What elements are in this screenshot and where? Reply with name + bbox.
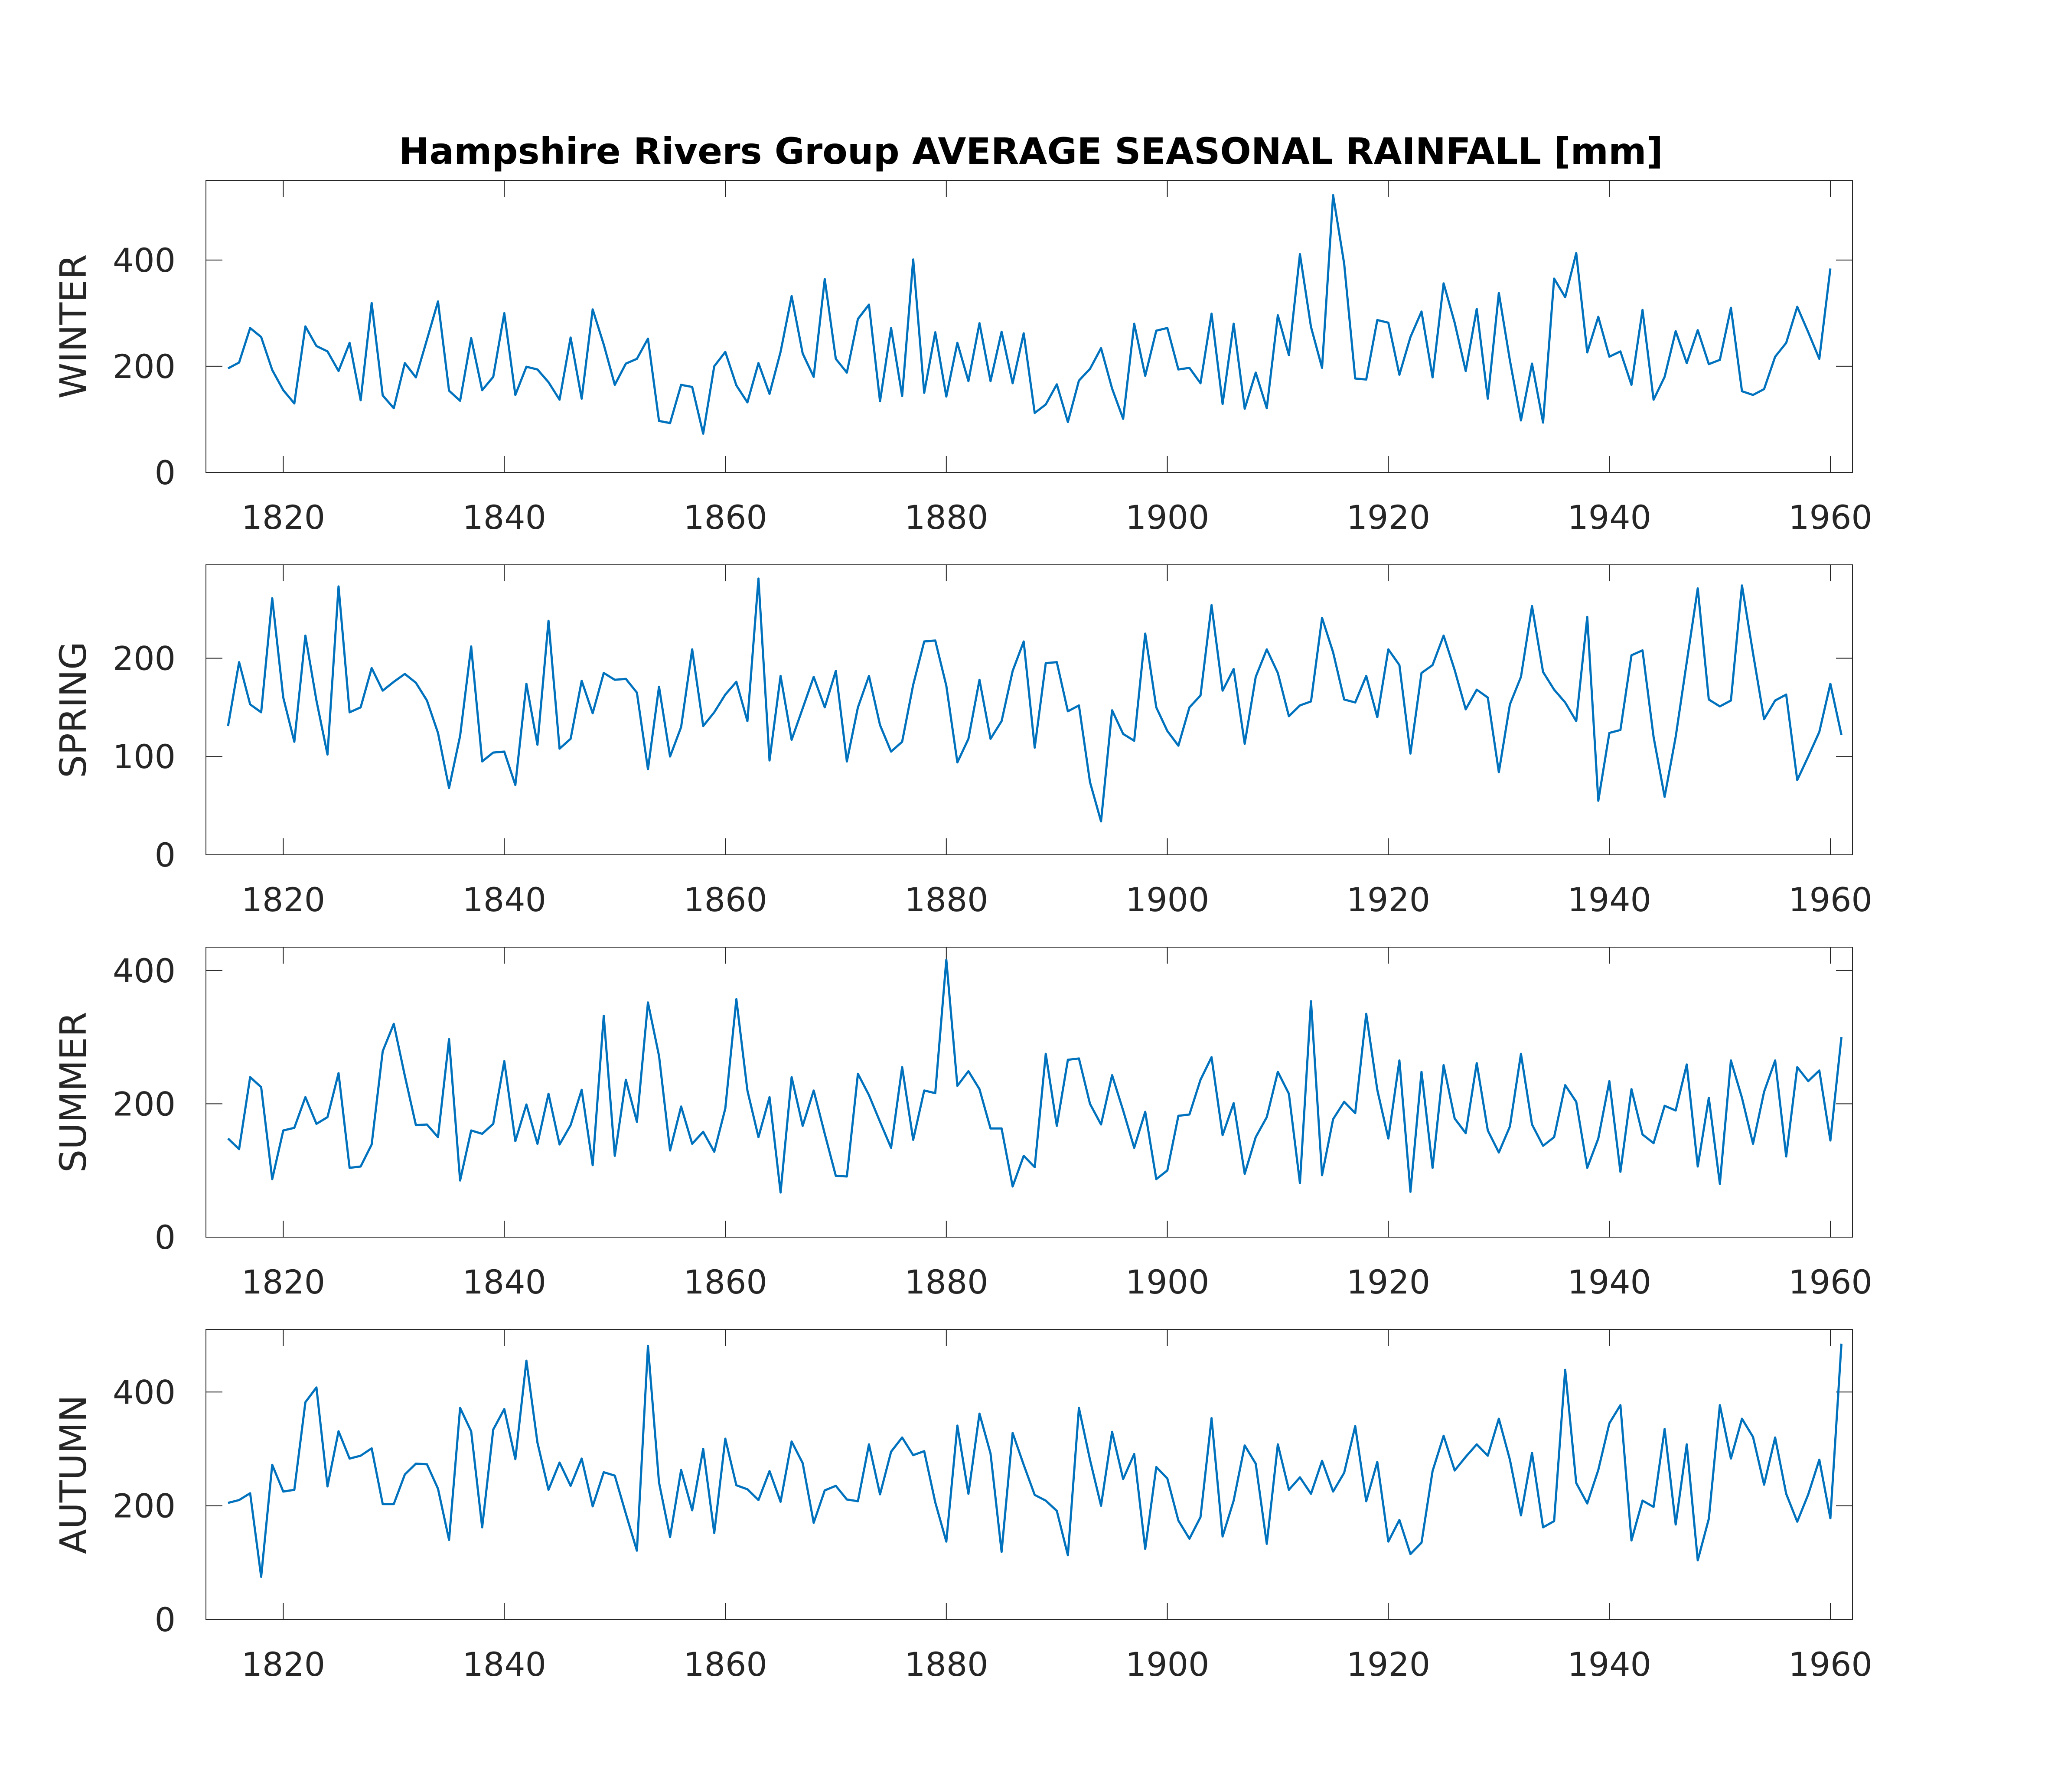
subplot-winter: 1820 1840 1860 1880 1900 1920 1940 1960 0 200 400 W… <box>52 180 1872 537</box>
y-tick-label: 400 <box>113 241 176 280</box>
x-tick-label: 1960 <box>1788 498 1872 537</box>
y-tick-label: 200 <box>113 347 176 386</box>
x-tick-label: 1900 <box>1125 1645 1209 1684</box>
x-tick-label: 1820 <box>241 880 325 919</box>
x-tick-label: 1880 <box>904 880 988 919</box>
x-tick-label: 1900 <box>1125 1263 1209 1301</box>
axes-box <box>205 947 1853 1238</box>
x-tick-label: 1860 <box>683 880 767 919</box>
x-tick-label: 1960 <box>1788 1645 1872 1684</box>
y-tick-label: 200 <box>113 1487 176 1525</box>
x-tick-label: 1900 <box>1125 880 1209 919</box>
x-tick-label: 1820 <box>241 1263 325 1301</box>
x-tick-label: 1920 <box>1347 498 1430 537</box>
y-axis-label: SPRING <box>52 642 95 778</box>
x-tick-label: 1920 <box>1347 1263 1430 1301</box>
x-tick-label: 1840 <box>463 1263 546 1301</box>
x-tick-label: 1940 <box>1568 1645 1651 1684</box>
x-tick-label: 1940 <box>1568 880 1651 919</box>
y-tick-label: 0 <box>155 836 176 874</box>
y-tick-label: 0 <box>155 1600 176 1639</box>
x-tick-label: 1940 <box>1568 1263 1651 1301</box>
y-tick-label: 0 <box>155 1218 176 1257</box>
series-line-spring <box>227 577 1843 823</box>
axes-box <box>205 1329 1853 1620</box>
x-tick-label: 1920 <box>1347 1645 1430 1684</box>
x-tick-label: 1960 <box>1788 880 1872 919</box>
y-axis-label: AUTUMN <box>52 1395 95 1554</box>
x-tick-label: 1840 <box>463 498 546 537</box>
y-tick-label: 200 <box>113 1085 176 1123</box>
y-tick-label: 100 <box>113 737 176 776</box>
x-tick-label: 1860 <box>683 498 767 537</box>
y-axis-label: WINTER <box>52 254 95 398</box>
figure-title: Hampshire Rivers Group AVERAGE SEASONAL … <box>399 130 1663 173</box>
x-tick-label: 1940 <box>1568 498 1651 537</box>
x-tick-label: 1840 <box>463 1645 546 1684</box>
subplot-panels: 1820 1840 1860 1880 1900 1920 1940 1960 0 200 400 W… <box>52 180 1872 1684</box>
x-tick-label: 1900 <box>1125 498 1209 537</box>
x-tick-label: 1880 <box>904 1263 988 1301</box>
y-tick-label: 0 <box>155 453 176 492</box>
series-line-summer <box>227 958 1843 1194</box>
x-tick-label: 1960 <box>1788 1263 1872 1301</box>
x-tick-label: 1880 <box>904 1645 988 1684</box>
y-axis-label: SUMMER <box>52 1012 95 1173</box>
y-tick-label: 400 <box>113 1373 176 1411</box>
subplot-summer: 1820 1840 1860 1880 1900 1920 1940 1960 0 200 400 S… <box>52 947 1872 1301</box>
series-line-winter <box>227 194 1832 435</box>
x-tick-label: 1860 <box>683 1263 767 1301</box>
y-tick-label: 200 <box>113 639 176 678</box>
axes-box <box>205 564 1853 855</box>
x-tick-label: 1820 <box>241 1645 325 1684</box>
axes-box <box>205 180 1853 473</box>
x-tick-label: 1860 <box>683 1645 767 1684</box>
subplot-spring: 1820 1840 1860 1880 1900 1920 1940 1960 0 100 200 S… <box>52 564 1872 919</box>
x-tick-label: 1880 <box>904 498 988 537</box>
x-tick-label: 1820 <box>241 498 325 537</box>
x-tick-label: 1840 <box>463 880 546 919</box>
x-tick-label: 1920 <box>1347 880 1430 919</box>
series-line-autumn <box>228 1343 1843 1578</box>
y-tick-label: 400 <box>113 951 176 990</box>
subplot-autumn: 1820 1840 1860 1880 1900 1920 1940 1960 0 200 400 A… <box>52 1329 1872 1684</box>
